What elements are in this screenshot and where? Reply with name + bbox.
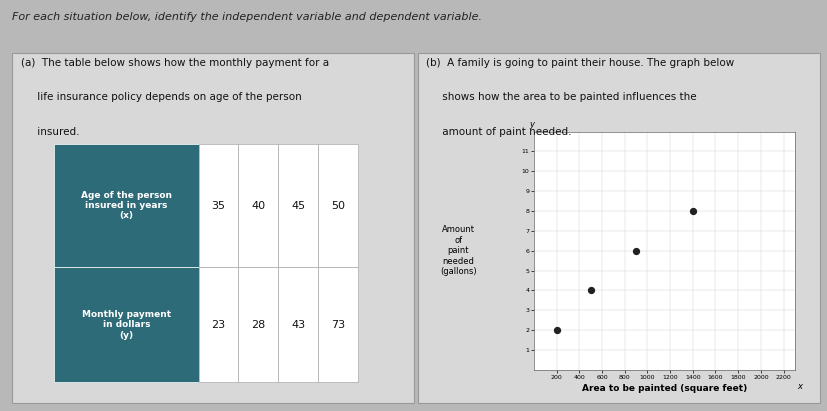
Text: Age of the person
insured in years
(x): Age of the person insured in years (x) bbox=[81, 191, 171, 220]
Text: Monthly payment
in dollars
(y): Monthly payment in dollars (y) bbox=[82, 310, 170, 339]
Text: 23: 23 bbox=[211, 320, 226, 330]
Bar bbox=[418, 53, 819, 403]
Text: 43: 43 bbox=[290, 320, 305, 330]
Text: (a)  The table below shows how the monthly payment for a: (a) The table below shows how the monthl… bbox=[21, 58, 328, 67]
Text: x: x bbox=[796, 382, 801, 391]
Bar bbox=[12, 53, 413, 403]
Text: 73: 73 bbox=[330, 320, 345, 330]
Text: 45: 45 bbox=[290, 201, 305, 210]
Text: life insurance policy depends on age of the person: life insurance policy depends on age of … bbox=[21, 92, 301, 102]
Text: For each situation below, identify the independent variable and dependent variab: For each situation below, identify the i… bbox=[12, 12, 482, 22]
Text: insured.: insured. bbox=[21, 127, 79, 137]
Point bbox=[583, 287, 596, 294]
Text: 50: 50 bbox=[331, 201, 344, 210]
Text: 40: 40 bbox=[251, 201, 265, 210]
X-axis label: Area to be painted (square feet): Area to be painted (square feet) bbox=[581, 384, 746, 393]
Text: y: y bbox=[528, 120, 533, 129]
Text: (b)  A family is going to paint their house. The graph below: (b) A family is going to paint their hou… bbox=[426, 58, 734, 67]
Text: 28: 28 bbox=[251, 320, 265, 330]
Point bbox=[549, 327, 562, 333]
Point bbox=[686, 208, 699, 214]
Text: shows how the area to be painted influences the: shows how the area to be painted influen… bbox=[426, 92, 696, 102]
Point bbox=[629, 247, 642, 254]
Text: amount of paint needed.: amount of paint needed. bbox=[426, 127, 571, 137]
Y-axis label: Amount
of
paint
needed
(gallons): Amount of paint needed (gallons) bbox=[439, 225, 476, 276]
Text: 35: 35 bbox=[212, 201, 225, 210]
